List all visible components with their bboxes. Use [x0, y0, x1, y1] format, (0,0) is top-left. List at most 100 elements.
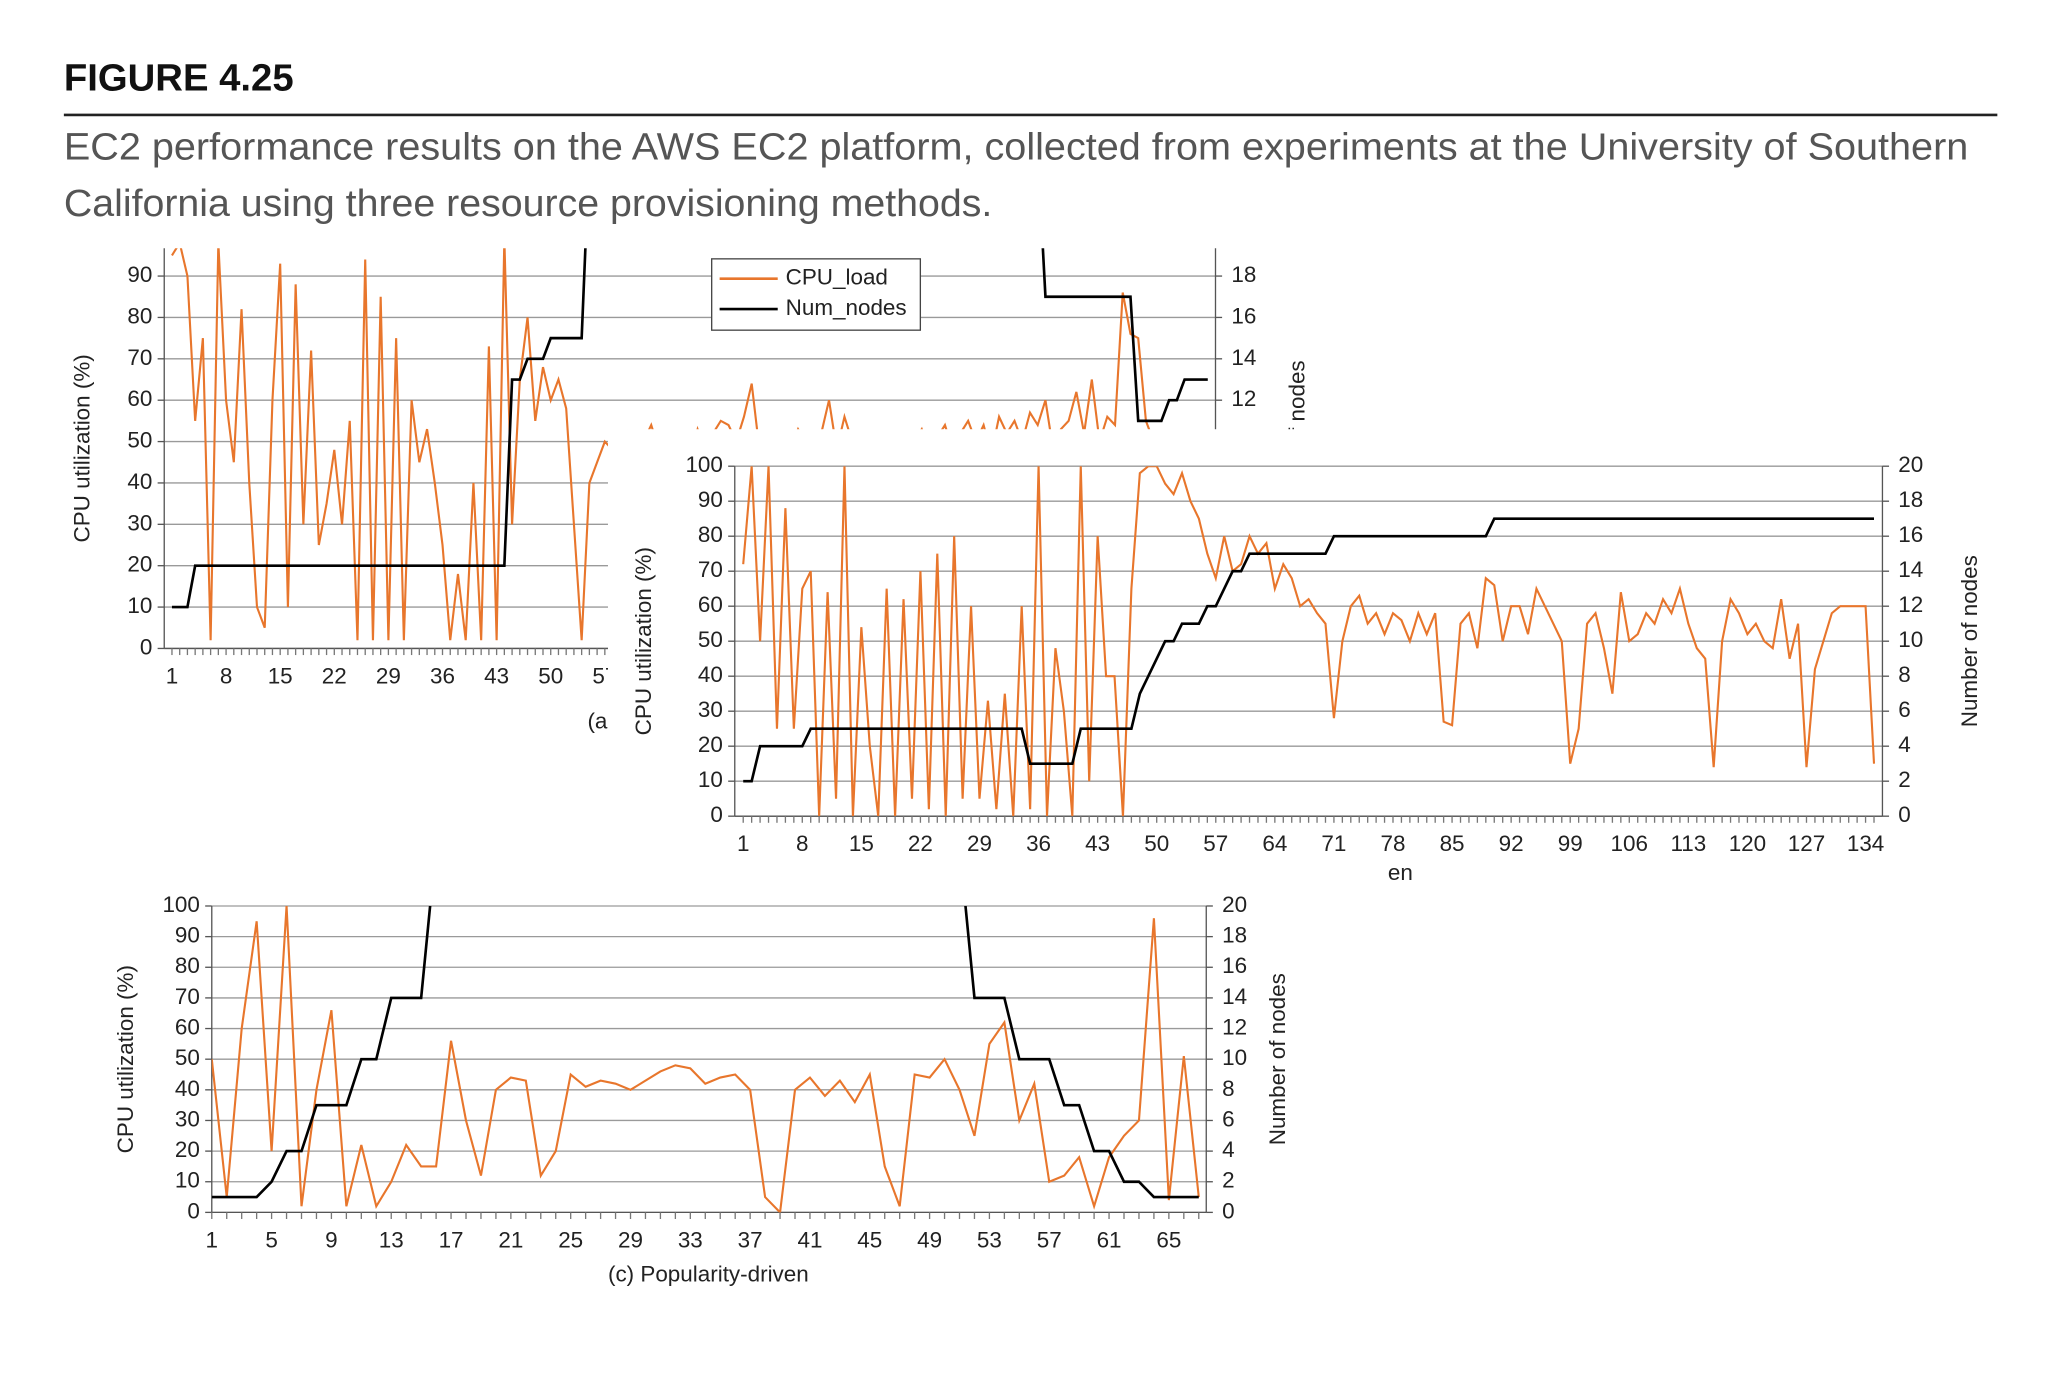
- x-tick-label: 15: [849, 831, 874, 856]
- x-tick-label: 57: [1037, 1227, 1062, 1252]
- y2-tick-label: 14: [1898, 557, 1923, 582]
- y2-tick-label: 10: [1222, 1045, 1247, 1070]
- y-tick-label: 70: [698, 557, 723, 582]
- y-tick-label: 100: [685, 452, 722, 477]
- chart: 0102030405060708090100024681012141618201…: [607, 429, 2035, 892]
- x-tick-label: 1: [206, 1227, 218, 1252]
- x-tick-label: 57: [1203, 831, 1228, 856]
- x-tick-label: 41: [797, 1227, 822, 1252]
- y2-tick-label: 2: [1222, 1168, 1234, 1193]
- caption-line: California using three resource provisio…: [64, 182, 992, 225]
- y2-axis-label: Number of nodes: [1265, 973, 1290, 1145]
- series-line: [743, 517, 1875, 783]
- y2-tick-label: 12: [1222, 1014, 1247, 1039]
- y-axis-label: CPU utilization (%): [631, 547, 656, 735]
- y-tick-label: 40: [698, 662, 723, 687]
- y2-tick-label: 20: [1222, 892, 1247, 917]
- x-tick-label: 113: [1670, 831, 1706, 856]
- y2-tick-label: 16: [1898, 522, 1923, 547]
- y-tick-label: 0: [140, 634, 152, 659]
- x-tick-label: 134: [1847, 831, 1884, 856]
- y-tick-label: 50: [698, 627, 723, 652]
- x-tick-label: 64: [1262, 831, 1287, 856]
- y-tick-label: 80: [175, 953, 200, 978]
- y-tick-label: 50: [175, 1045, 200, 1070]
- y2-tick-label: 12: [1231, 386, 1256, 411]
- y2-tick-label: 8: [1898, 662, 1910, 687]
- y-tick-label: 40: [175, 1076, 200, 1101]
- y-tick-label: 30: [175, 1106, 200, 1131]
- x-tick-label: 36: [430, 663, 455, 688]
- x-tick-label: 1: [166, 663, 178, 688]
- y2-tick-label: 0: [1898, 802, 1910, 827]
- y-axis-label: CPU utilization (%): [70, 354, 95, 542]
- y-tick-label: 30: [127, 510, 152, 535]
- y-tick-label: 90: [127, 262, 152, 287]
- x-tick-label: 43: [484, 663, 509, 688]
- y-tick-label: 10: [175, 1168, 200, 1193]
- y2-tick-label: 14: [1231, 345, 1256, 370]
- y2-tick-label: 18: [1222, 923, 1247, 948]
- y2-tick-label: 0: [1222, 1198, 1234, 1223]
- x-tick-label: 33: [678, 1227, 703, 1252]
- y-tick-label: 20: [698, 732, 723, 757]
- y2-tick-label: 18: [1898, 487, 1923, 512]
- y-tick-label: 70: [127, 345, 152, 370]
- y2-tick-label: 8: [1222, 1076, 1234, 1101]
- x-tick-label: 1: [737, 831, 749, 856]
- y-tick-label: 90: [175, 923, 200, 948]
- series-line: [211, 905, 1200, 1213]
- x-tick-label: 92: [1499, 831, 1524, 856]
- x-tick-label: 37: [738, 1227, 763, 1252]
- y-tick-label: 20: [127, 552, 152, 577]
- y-axis-label: CPU utilization (%): [113, 965, 138, 1153]
- x-tick-label: 53: [977, 1227, 1002, 1252]
- x-tick-label: 29: [618, 1227, 643, 1252]
- y-tick-label: 100: [162, 892, 199, 917]
- chart-background: [607, 429, 2035, 892]
- x-tick-label: 13: [379, 1227, 404, 1252]
- y2-tick-label: 20: [1898, 452, 1923, 477]
- x-tick-label: 71: [1321, 831, 1346, 856]
- y-tick-label: 90: [698, 487, 723, 512]
- y2-tick-label: 16: [1222, 953, 1247, 978]
- x-tick-label: 29: [376, 663, 401, 688]
- y2-tick-label: 2: [1898, 767, 1910, 792]
- x-tick-label: 22: [322, 663, 347, 688]
- x-tick-label: 17: [439, 1227, 464, 1252]
- x-tick-label: 99: [1558, 831, 1583, 856]
- legend-box: [711, 258, 922, 331]
- y-tick-label: 50: [127, 428, 152, 453]
- y-tick-label: 10: [698, 767, 723, 792]
- x-tick-label: 65: [1156, 1227, 1181, 1252]
- x-tick-label: 9: [325, 1227, 337, 1252]
- y-tick-label: 0: [710, 802, 722, 827]
- x-tick-label: 50: [538, 663, 563, 688]
- x-tick-label: 127: [1788, 831, 1825, 856]
- y2-axis-label: Number of nodes: [1957, 555, 1982, 727]
- x-tick-label: 49: [917, 1227, 942, 1252]
- x-tick-label: 36: [1026, 831, 1051, 856]
- x-tick-label: 15: [268, 663, 293, 688]
- y-tick-label: 0: [187, 1198, 199, 1223]
- x-axis-label: (c) Popularity-driven: [608, 1262, 809, 1287]
- x-tick-label: 8: [796, 831, 808, 856]
- x-tick-label: 78: [1381, 831, 1406, 856]
- y-tick-label: 80: [698, 522, 723, 547]
- y2-tick-label: 6: [1898, 697, 1910, 722]
- y2-tick-label: 14: [1222, 984, 1247, 1009]
- legend-label: CPU_load: [786, 265, 888, 290]
- y2-tick-label: 12: [1898, 592, 1923, 617]
- y-tick-label: 30: [698, 697, 723, 722]
- x-tick-label: 21: [498, 1227, 523, 1252]
- y-tick-label: 80: [127, 303, 152, 328]
- caption-line: EC2 performance results on the AWS EC2 p…: [64, 125, 1968, 168]
- x-tick-label: 8: [220, 663, 232, 688]
- y2-tick-label: 16: [1231, 303, 1256, 328]
- y-tick-label: 70: [175, 984, 200, 1009]
- chart: 0102030405060708090100024681012141618201…: [113, 892, 1290, 1287]
- series-line: [742, 466, 1876, 817]
- x-tick-label: 43: [1085, 831, 1110, 856]
